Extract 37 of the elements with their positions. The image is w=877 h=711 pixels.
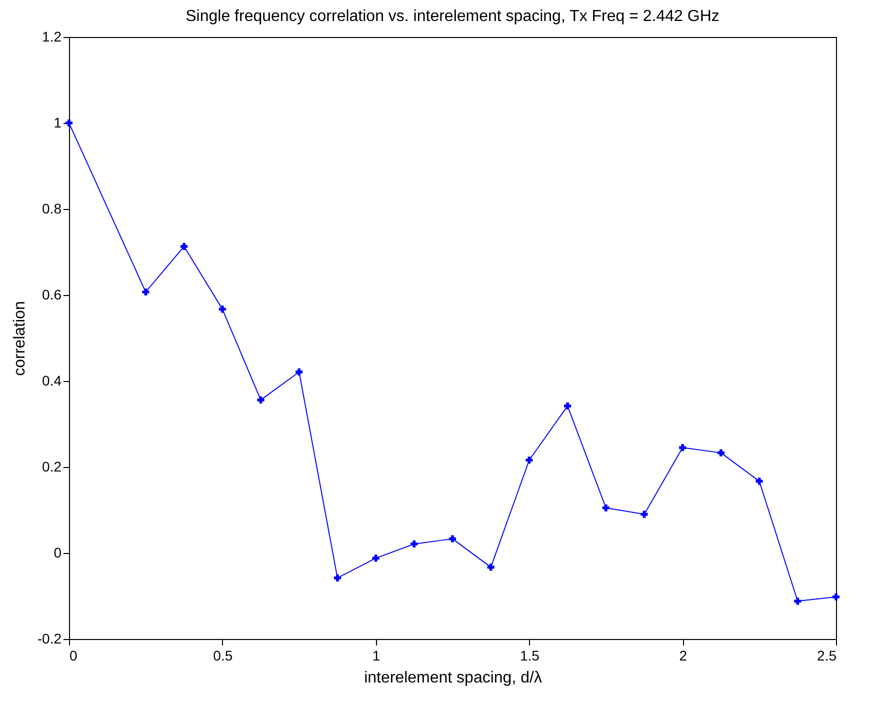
y-tick-label: 0.6 — [42, 286, 62, 302]
x-tick-label: 1.5 — [520, 648, 540, 664]
point — [65, 119, 73, 127]
point — [410, 540, 418, 548]
point — [679, 444, 686, 452]
point — [832, 593, 840, 600]
y-tick-label: -0.2 — [37, 630, 62, 646]
x-axis-title: interelement spacing, d/λ — [364, 670, 542, 686]
point — [448, 535, 456, 542]
point — [180, 242, 188, 250]
x-tick-label: 2 — [679, 648, 688, 664]
x-tick-label: 0.5 — [213, 648, 233, 664]
point — [640, 510, 648, 518]
point — [756, 478, 763, 485]
point — [372, 554, 380, 562]
point — [257, 396, 264, 404]
point — [296, 368, 303, 376]
point — [564, 402, 572, 410]
point — [142, 288, 150, 296]
point — [334, 574, 341, 582]
y-tick-label: 0 — [54, 544, 62, 560]
y-tick-label: 0.4 — [42, 372, 62, 388]
point — [487, 564, 494, 571]
point — [526, 456, 533, 464]
point — [602, 504, 610, 512]
point — [794, 598, 802, 605]
point — [717, 449, 724, 456]
x-tick-label: 0 — [70, 648, 78, 664]
y-tick-label: 0.8 — [42, 200, 62, 216]
y-tick-label: 1.2 — [42, 28, 62, 44]
x-tick-label: 2.5 — [817, 648, 837, 664]
y-axis-title: correlation — [11, 301, 28, 376]
point — [218, 306, 226, 313]
x-tick-label: 1 — [372, 648, 380, 664]
chart-title: Single frequency correlation vs. interelement spacing, Tx Freq = 2.442 GHz — [186, 8, 720, 25]
y-tick-label: 0.2 — [42, 458, 62, 474]
y-tick-label: 1 — [54, 114, 62, 130]
